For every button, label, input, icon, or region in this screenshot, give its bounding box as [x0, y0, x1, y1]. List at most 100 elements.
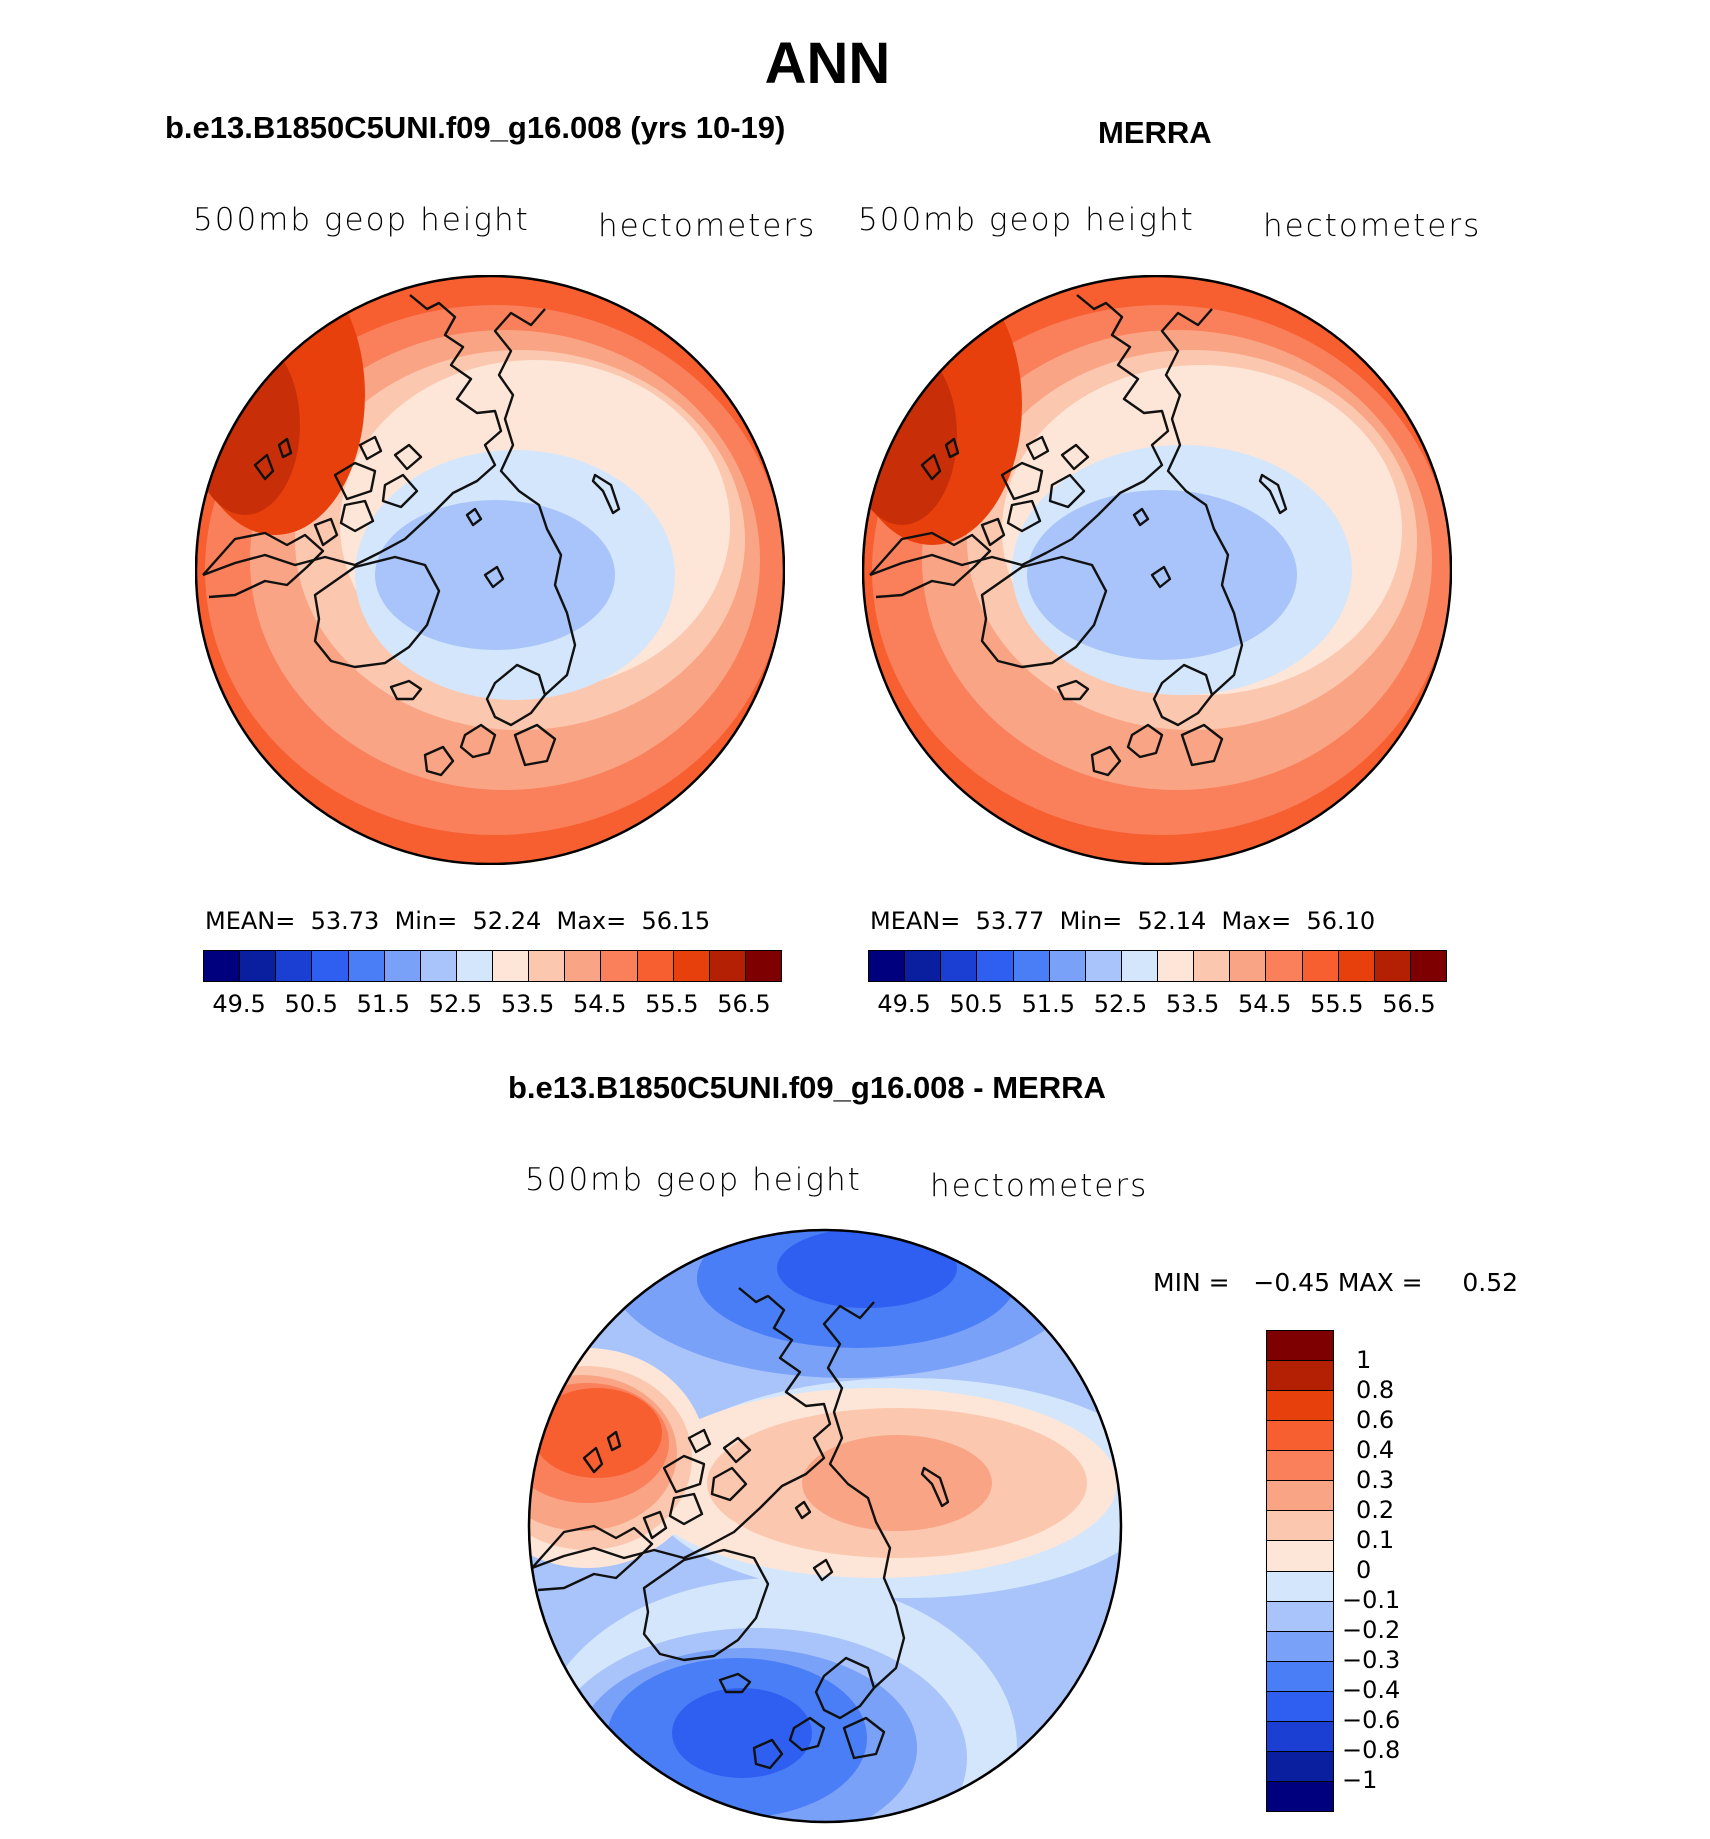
colorbar-swatch	[348, 951, 385, 981]
colorbar-tick-label: 1	[1356, 1346, 1372, 1374]
panel-2-title: MERRA	[1098, 115, 1212, 150]
colorbar-swatch	[1267, 1360, 1333, 1391]
diff-panel-units-label: hectometers	[930, 1168, 1149, 1204]
panel-1-variable-label: 500mb geop height	[193, 202, 530, 238]
colorbar-swatch	[601, 951, 638, 981]
colorbar-tick-label: 0.8	[1356, 1376, 1395, 1404]
colorbar-tick-label: 55.5	[1310, 990, 1364, 1018]
colorbar-swatch	[1085, 951, 1122, 981]
colorbar-swatch	[456, 951, 493, 981]
diff-panel-title: b.e13.B1850C5UNI.f09_g16.008 - MERRA	[508, 1070, 1106, 1105]
colorbar-tick-label: 53.5	[1165, 990, 1220, 1018]
colorbar-swatch	[977, 951, 1014, 981]
figure-title: ANN	[764, 31, 891, 96]
colorbar-tick-label: 0	[1356, 1556, 1372, 1584]
colorbar-swatch	[1267, 1510, 1333, 1541]
colorbar-swatch	[869, 951, 906, 981]
colorbar-swatch	[1121, 951, 1158, 981]
colorbar-tick-label: −0.2	[1342, 1616, 1401, 1644]
colorbar-swatch	[1267, 1450, 1333, 1481]
colorbar-tick-label: 51.5	[1021, 990, 1076, 1018]
panel-2-map	[862, 275, 1452, 865]
colorbar-swatch	[1158, 951, 1195, 981]
colorbar-tick-label: 49.5	[877, 990, 931, 1018]
panel-1-map	[195, 275, 785, 865]
colorbar-swatch	[1267, 1480, 1333, 1511]
colorbar-tick-label: 53.5	[500, 990, 555, 1018]
colorbar-swatch	[240, 951, 277, 981]
colorbar-swatch	[1338, 951, 1375, 981]
colorbar-swatch	[1267, 1540, 1333, 1571]
colorbar-swatch	[1194, 951, 1231, 981]
panel-1-stats: MEAN= 53.73 Min= 52.24 Max= 56.15	[205, 907, 711, 935]
colorbar-swatch	[276, 951, 313, 981]
colorbar-swatch	[637, 951, 674, 981]
panel-1-units-label: hectometers	[598, 208, 817, 244]
colorbar-swatch	[1267, 1630, 1333, 1661]
colorbar-swatch	[1230, 951, 1267, 981]
colorbar-swatch	[1267, 1690, 1333, 1721]
panel-2-colorbar	[868, 950, 1447, 982]
diff-panel-minmax: MIN = −0.45 MAX = 0.52	[1153, 1268, 1519, 1297]
colorbar-tick-label: 56.5	[717, 990, 771, 1018]
panel-1-colorbar	[203, 950, 782, 982]
colorbar-tick-label: 52.5	[1093, 990, 1148, 1018]
colorbar-swatch	[1267, 1720, 1333, 1751]
colorbar-tick-label: 54.5	[1237, 990, 1292, 1018]
colorbar-tick-label: −0.8	[1342, 1736, 1401, 1764]
colorbar-tick-label: 54.5	[572, 990, 627, 1018]
panel-2-colorbar-labels: 49.5 50.5 51.5 52.5 53.5 54.5 55.5 56.5	[868, 990, 1445, 1020]
panel-2-stats: MEAN= 53.77 Min= 52.14 Max= 56.10	[870, 907, 1376, 935]
colorbar-tick-label: 51.5	[356, 990, 411, 1018]
colorbar-swatch	[1267, 1750, 1333, 1781]
colorbar-swatch	[565, 951, 602, 981]
diff-colorbar	[1266, 1330, 1334, 1812]
colorbar-swatch	[1267, 1780, 1333, 1811]
colorbar-swatch	[1267, 1660, 1333, 1691]
colorbar-swatch	[709, 951, 746, 981]
colorbar-swatch	[673, 951, 710, 981]
colorbar-tick-label: 0.4	[1356, 1436, 1395, 1464]
colorbar-tick-label: 56.5	[1382, 990, 1436, 1018]
colorbar-swatch	[1267, 1390, 1333, 1421]
colorbar-tick-label: 0.3	[1356, 1466, 1395, 1494]
colorbar-swatch	[905, 951, 942, 981]
colorbar-swatch	[1267, 1600, 1333, 1631]
colorbar-swatch	[1013, 951, 1050, 981]
diff-panel-variable-label: 500mb geop height	[525, 1162, 862, 1198]
colorbar-swatch	[1302, 951, 1339, 981]
diff-panel-map	[527, 1228, 1123, 1824]
colorbar-swatch	[941, 951, 978, 981]
colorbar-swatch	[1267, 1420, 1333, 1451]
colorbar-tick-label: 0.6	[1356, 1406, 1395, 1434]
colorbar-swatch	[1267, 1570, 1333, 1601]
colorbar-swatch	[1049, 951, 1086, 981]
colorbar-tick-label: −0.4	[1342, 1676, 1401, 1704]
colorbar-tick-label: 52.5	[428, 990, 483, 1018]
colorbar-tick-label: 55.5	[645, 990, 699, 1018]
colorbar-swatch	[384, 951, 421, 981]
colorbar-tick-label: 50.5	[284, 990, 338, 1018]
panel-1-colorbar-labels: 49.5 50.5 51.5 52.5 53.5 54.5 55.5 56.5	[203, 990, 780, 1020]
colorbar-tick-label: −0.3	[1342, 1646, 1401, 1674]
colorbar-swatch	[1267, 1331, 1333, 1361]
diff-colorbar-labels: 1 0.8 0.6 0.4 0.3 0.2 0.1 0 −0.1 −0.2 −0.3 −0.4 −0.6…	[1342, 1330, 1422, 1810]
panel-2-units-label: hectometers	[1263, 208, 1482, 244]
panel-2-variable-label: 500mb geop height	[858, 202, 1195, 238]
colorbar-swatch	[204, 951, 241, 981]
colorbar-swatch	[493, 951, 530, 981]
panel-1-title: b.e13.B1850C5UNI.f09_g16.008 (yrs 10-19)	[165, 110, 786, 145]
colorbar-swatch	[1266, 951, 1303, 981]
colorbar-swatch	[529, 951, 566, 981]
colorbar-tick-label: 0.2	[1356, 1496, 1395, 1524]
colorbar-tick-label: −0.6	[1342, 1706, 1401, 1734]
colorbar-tick-label: 49.5	[212, 990, 266, 1018]
colorbar-swatch	[312, 951, 349, 981]
colorbar-swatch	[420, 951, 457, 981]
colorbar-tick-label: −1	[1342, 1766, 1378, 1794]
colorbar-swatch	[1374, 951, 1411, 981]
colorbar-swatch	[745, 951, 781, 981]
colorbar-tick-label: 0.1	[1356, 1526, 1395, 1554]
colorbar-tick-label: 50.5	[949, 990, 1003, 1018]
colorbar-tick-label: −0.1	[1342, 1586, 1401, 1614]
